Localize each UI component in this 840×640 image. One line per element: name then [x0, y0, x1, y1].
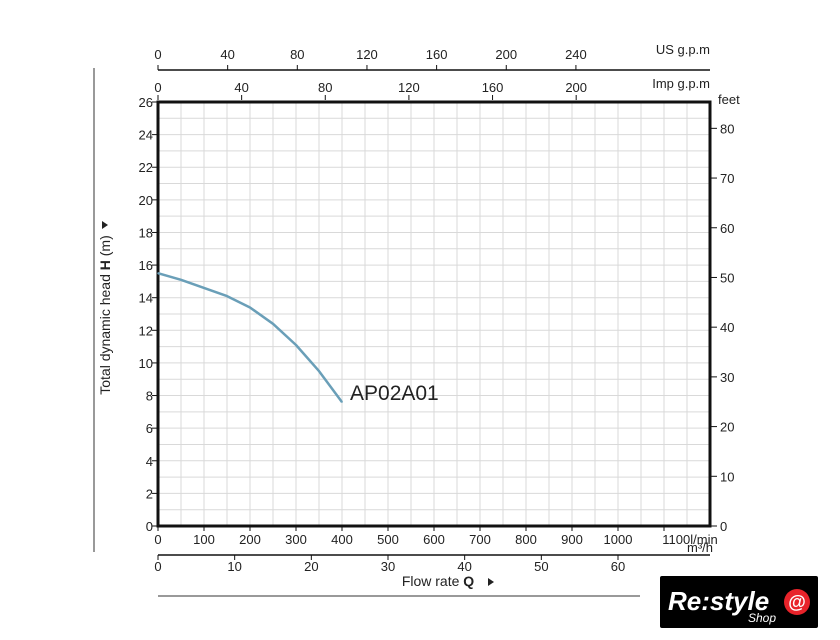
- y-axis-title-arrow: [102, 221, 108, 229]
- x-impgpm-tick-label: 0: [154, 80, 161, 95]
- x-impgpm-tick-label: 120: [398, 80, 420, 95]
- x-usgpm-tick-label: 40: [220, 47, 234, 62]
- y-right-tick-label: 30: [720, 370, 734, 385]
- x-usgpm-tick-label: 200: [495, 47, 517, 62]
- y-left-tick-label: 12: [139, 323, 153, 338]
- y-right-tick-label: 0: [720, 519, 727, 534]
- x-usgpm-tick-label: 0: [154, 47, 161, 62]
- y-right-unit-label: feet: [718, 92, 740, 107]
- x-axis-title-arrow: [488, 578, 494, 586]
- x-bottom-tick-label: 200: [239, 532, 261, 547]
- y-left-tick-label: 2: [146, 486, 153, 501]
- y-left-tick-label: 8: [146, 389, 153, 404]
- y-right-tick-label: 50: [720, 270, 734, 285]
- grid: [158, 102, 710, 526]
- svg-text:Re:style: Re:style: [668, 586, 769, 616]
- x-bottom-tick-label: 1000: [604, 532, 633, 547]
- y-axis-title-bold: H: [97, 260, 113, 270]
- x-bottom-tick-label: 500: [377, 532, 399, 547]
- x-usgpm-tick-label: 160: [426, 47, 448, 62]
- y-left-tick-label: 14: [139, 291, 153, 306]
- x-impgpm-tick-label: 80: [318, 80, 332, 95]
- x-axis-title: Flow rate Q: [402, 573, 474, 589]
- series-point: [203, 287, 205, 289]
- series-point: [272, 322, 274, 325]
- series-point: [180, 278, 182, 281]
- y-left-tick-label: 4: [146, 454, 153, 469]
- y-right-tick-label: 10: [720, 469, 734, 484]
- x-bottom-tick-label: 400: [331, 532, 353, 547]
- y-right-tick-label: 60: [720, 221, 734, 236]
- svg-text:Shop: Shop: [748, 611, 776, 625]
- y-right-tick-label: 70: [720, 171, 734, 186]
- y-right-tick-label: 40: [720, 320, 734, 335]
- x-usgpm-unit-label: US g.p.m: [656, 42, 710, 57]
- axes: 0246810121416182022242601020304050607080…: [93, 42, 740, 597]
- y-axis-title-suffix: (m): [97, 235, 113, 260]
- x-usgpm-tick-label: 240: [565, 47, 587, 62]
- series-point: [341, 401, 343, 403]
- y-left-tick-label: 16: [139, 258, 153, 273]
- series-label-ap02a01: AP02A01: [350, 382, 439, 405]
- y-left-tick-label: 22: [139, 160, 153, 175]
- series-point: [157, 272, 159, 275]
- y-right-tick-label: 20: [720, 420, 734, 435]
- x-bottom-tick-label: 1100l/min: [662, 532, 717, 547]
- series: [157, 271, 344, 403]
- y-axis-title-prefix: Total dynamic head: [97, 270, 113, 395]
- x-m3h-tick-label: 30: [381, 559, 395, 574]
- x-m3h-tick-label: 20: [304, 559, 318, 574]
- x-bottom-tick-label: 300: [285, 532, 307, 547]
- x-impgpm-tick-label: 200: [565, 80, 587, 95]
- y-left-tick-label: 0: [146, 519, 153, 534]
- x-bottom-tick-label: 600: [423, 532, 445, 547]
- x-m3h-tick-label: 60: [611, 559, 625, 574]
- x-bottom-tick-label: 800: [515, 532, 537, 547]
- x-m3h-tick-label: 0: [154, 559, 161, 574]
- svg-text:@: @: [788, 592, 806, 612]
- series-point: [318, 370, 320, 372]
- series-point: [226, 295, 228, 297]
- x-m3h-unit-label: m³/h: [687, 540, 713, 555]
- y-left-tick-label: 24: [139, 128, 153, 143]
- y-left-tick-label: 26: [139, 95, 153, 110]
- x-bottom-tick-label: 100: [193, 532, 215, 547]
- x-bottom-tick-label: 700: [469, 532, 491, 547]
- x-usgpm-tick-label: 120: [356, 47, 378, 62]
- y-axis-title: Total dynamic head H (m): [97, 235, 113, 395]
- x-impgpm-tick-label: 40: [234, 80, 248, 95]
- x-m3h-tick-label: 10: [227, 559, 241, 574]
- x-m3h-tick-label: 50: [534, 559, 548, 574]
- series-point: [249, 306, 251, 309]
- x-impgpm-unit-label: Imp g.p.m: [652, 76, 710, 91]
- y-left-tick-label: 10: [139, 356, 153, 371]
- x-m3h-tick-label: 40: [457, 559, 471, 574]
- x-bottom-tick-label: 900: [561, 532, 583, 547]
- x-axis-title-prefix: Flow rate: [402, 573, 463, 589]
- y-left-tick-label: 18: [139, 225, 153, 240]
- series-point: [295, 344, 297, 346]
- y-left-tick-label: 20: [139, 193, 153, 208]
- x-axis-title-bold: Q: [463, 573, 474, 589]
- y-right-tick-label: 80: [720, 121, 734, 136]
- y-left-tick-label: 6: [146, 421, 153, 436]
- x-impgpm-tick-label: 160: [482, 80, 504, 95]
- x-usgpm-tick-label: 80: [290, 47, 304, 62]
- x-bottom-tick-label: 0: [154, 532, 161, 547]
- restyle-shop-logo: Re:style Shop @: [660, 576, 818, 628]
